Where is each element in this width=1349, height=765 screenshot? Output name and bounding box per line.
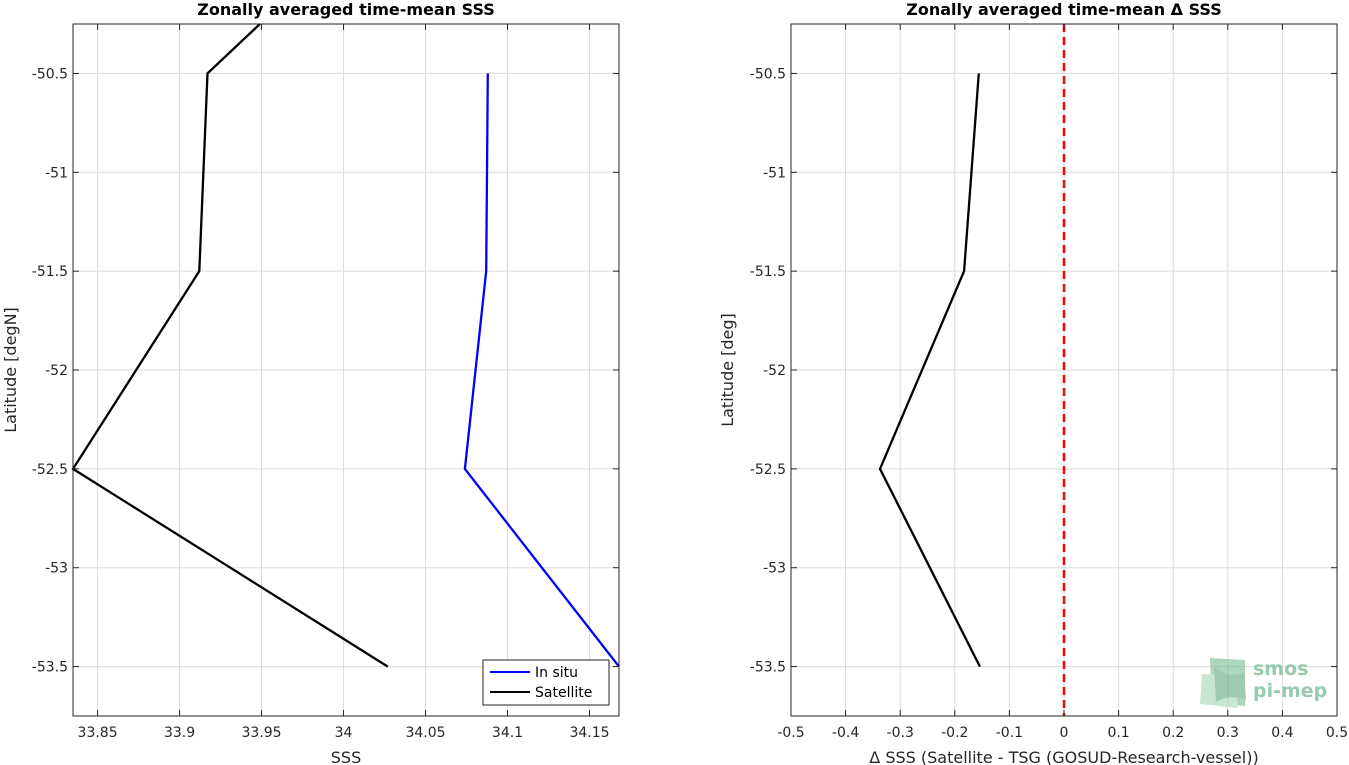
delta-sss-chart-title: Zonally averaged time-mean Δ SSS: [906, 0, 1222, 19]
delta-sss-y-axis-label: Latitude [deg]: [718, 313, 737, 427]
sss-x-tick-label: 33.85: [78, 725, 118, 741]
sss-y-axis-label: Latitude [degN]: [1, 307, 20, 433]
delta-sss-y-tick-label: -53: [763, 561, 786, 577]
sss-y-tick-label: -51: [45, 165, 68, 181]
sss-chart-title: Zonally averaged time-mean SSS: [197, 0, 495, 19]
delta-sss-series-line-delta: [878, 73, 981, 668]
delta-sss-series-group: [878, 73, 981, 668]
delta-sss-panel: Zonally averaged time-mean Δ SSS -0.5 -0.…: [718, 0, 1348, 765]
delta-sss-y-tick-label: -53.5: [750, 660, 786, 676]
sss-series-group: [71, 23, 620, 668]
delta-sss-x-tick-label: 0.5: [1326, 725, 1348, 741]
delta-sss-x-tick-label: 0.4: [1271, 725, 1293, 741]
delta-sss-x-tick-label: 0.1: [1107, 725, 1129, 741]
sss-legend: In situ Satellite: [482, 659, 610, 706]
delta-sss-y-tick-label: -51.5: [750, 264, 786, 280]
sss-x-tick-label: 34.05: [405, 725, 445, 741]
delta-sss-y-tick-label: -51: [763, 165, 786, 181]
delta-sss-x-tick-label: -0.3: [887, 725, 914, 741]
legend-box: [482, 659, 610, 706]
sss-y-tick-label: -50.5: [32, 66, 68, 82]
sss-x-tick-label: 34: [335, 725, 353, 741]
sss-x-tick-label: 33.9: [164, 725, 195, 741]
legend-label-in-situ: In situ: [535, 665, 578, 681]
delta-sss-x-axis-label: Δ SSS (Satellite - TSG (GOSUD-Research-v…: [869, 748, 1258, 765]
sss-grid: [73, 24, 619, 716]
logo-text-pi-mep: pi-mep: [1253, 680, 1327, 702]
sss-panel: Zonally averaged time-mean SSS 33.85 33.9…: [1, 0, 620, 765]
smos-pi-mep-logo: smos pi-mep: [1200, 658, 1327, 708]
sss-y-tick-label: -51.5: [32, 264, 68, 280]
delta-sss-y-tick-label: -52: [763, 363, 786, 379]
sss-y-tick-label: -52.5: [32, 462, 68, 478]
sss-x-tick-label: 33.95: [242, 725, 282, 741]
logo-waves-icon: [1200, 658, 1246, 708]
delta-sss-x-tick-label: 0.3: [1217, 725, 1239, 741]
delta-sss-x-tick-label: -0.5: [777, 725, 804, 741]
sss-series-line-satellite: [71, 23, 389, 668]
delta-sss-y-tick-label: -50.5: [750, 66, 786, 82]
sss-x-axis-label: SSS: [331, 748, 361, 765]
sss-ticks: 33.85 33.9 33.95 34 34.05 34.1 34.15 -50.5 -51 -5…: [32, 24, 619, 741]
logo-text-smos: smos: [1253, 658, 1308, 680]
sss-y-tick-label: -53: [45, 561, 68, 577]
delta-sss-y-tick-label: -52.5: [750, 462, 786, 478]
delta-sss-x-tick-label: 0: [1060, 725, 1069, 741]
delta-sss-x-tick-label: -0.1: [996, 725, 1023, 741]
sss-y-tick-label: -52: [45, 363, 68, 379]
delta-sss-x-tick-label: -0.2: [941, 725, 968, 741]
sss-x-tick-label: 34.1: [492, 725, 523, 741]
sss-x-tick-label: 34.15: [569, 725, 609, 741]
delta-sss-ticks: -0.5 -0.4 -0.3 -0.2 -0.1 0 0.1 0.2 0.3 0.4 0.5 -50.…: [750, 24, 1348, 741]
delta-sss-x-tick-label: -0.4: [832, 725, 859, 741]
legend-label-satellite: Satellite: [535, 685, 592, 701]
delta-sss-x-tick-label: 0.2: [1162, 725, 1184, 741]
sss-y-tick-label: -53.5: [32, 660, 68, 676]
sss-series-line-in-situ: [463, 73, 620, 668]
